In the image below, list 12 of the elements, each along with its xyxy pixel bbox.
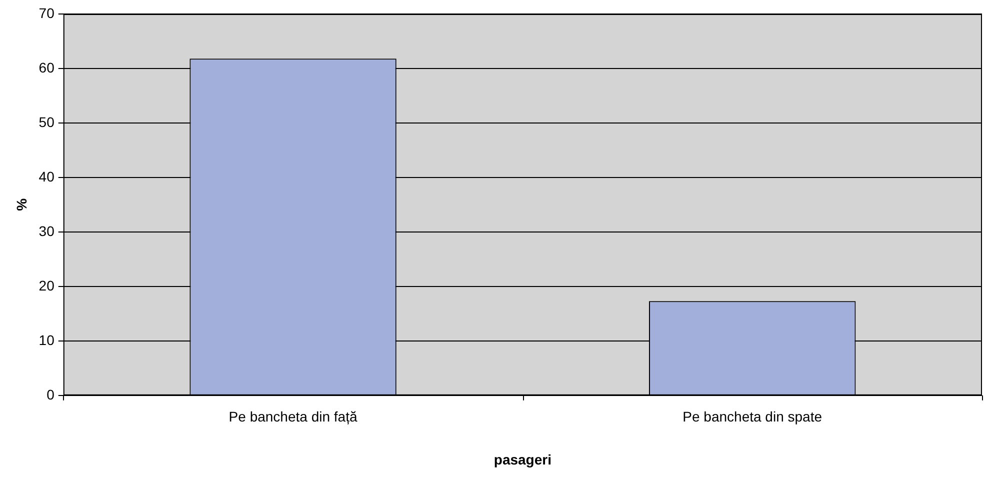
y-axis-title: % xyxy=(13,198,30,211)
y-tick-label: 50 xyxy=(38,114,55,130)
y-tick-label: 70 xyxy=(38,4,55,21)
y-tick-label: 40 xyxy=(38,168,55,184)
y-tick-label: 60 xyxy=(38,59,55,76)
y-tick-label: 30 xyxy=(38,222,55,239)
x-tick-label: Pe bancheta din spate xyxy=(682,408,822,425)
x-tick-label: Pe bancheta din față xyxy=(228,408,358,425)
y-tick-label: 0 xyxy=(46,386,55,402)
x-axis-title: pasageri xyxy=(494,451,552,468)
y-tick-label: 20 xyxy=(38,277,55,294)
y-tick-label: 10 xyxy=(38,332,55,348)
